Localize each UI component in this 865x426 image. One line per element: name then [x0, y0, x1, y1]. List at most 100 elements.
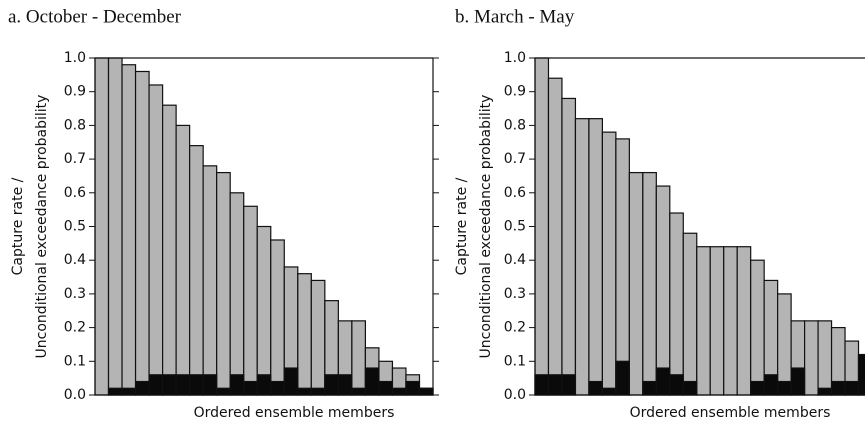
y-tick-label: 0.1: [64, 353, 86, 369]
axis-frame: [534, 57, 865, 396]
y-tick-label: 0.9: [504, 84, 526, 100]
bar: [229, 374, 245, 396]
bar: [216, 387, 231, 396]
y-tick-label: 0.1: [504, 353, 526, 369]
bar: [736, 246, 752, 396]
bar: [134, 70, 150, 396]
bar: [682, 232, 698, 396]
y-tick-label: 0.0: [504, 387, 526, 403]
bar: [844, 380, 860, 396]
bar: [682, 380, 698, 396]
bar: [107, 57, 123, 396]
y-tick-label: 0.8: [504, 117, 526, 133]
y-tick-label: 0.5: [504, 219, 526, 235]
bar: [270, 239, 285, 396]
y-tick-label: 0.5: [64, 219, 86, 235]
bar: [723, 246, 738, 396]
chart-title: a. October - December: [8, 6, 182, 27]
bar: [256, 225, 272, 396]
bar: [790, 367, 806, 396]
y-tick-label: 0.2: [64, 320, 86, 336]
bar: [310, 387, 326, 396]
bar: [107, 387, 123, 396]
bar: [121, 64, 137, 396]
bar: [803, 320, 819, 396]
y-tick-label: 0.9: [64, 84, 86, 100]
y-axis-label: Capture rate /: [10, 177, 26, 275]
bar: [655, 185, 671, 396]
bar: [830, 380, 846, 396]
bar: [601, 131, 617, 396]
bar: [655, 367, 671, 396]
bar: [243, 380, 258, 396]
bar: [669, 374, 684, 396]
bar: [750, 259, 765, 396]
y-tick-label: 0.7: [64, 151, 86, 167]
bar: [270, 380, 285, 396]
bar: [134, 380, 150, 396]
y-axis-label: Unconditional exceedance probability: [34, 95, 50, 359]
bar: [642, 380, 657, 396]
bar: [405, 380, 421, 396]
x-axis-label: Ordered ensemble members: [630, 405, 831, 421]
bar: [351, 320, 367, 396]
y-tick-label: 0.8: [64, 117, 86, 133]
bar: [750, 380, 765, 396]
bar: [256, 374, 272, 396]
bar: [351, 387, 367, 396]
bar: [669, 212, 684, 396]
bar: [777, 293, 792, 396]
bar: [189, 374, 204, 396]
bar: [817, 387, 833, 396]
bar: [574, 118, 590, 396]
bar: [229, 192, 245, 396]
chart-title: b. March - May: [455, 6, 575, 27]
bar: [391, 387, 407, 396]
bar: [561, 97, 577, 396]
y-tick-label: 1.0: [64, 50, 86, 66]
bar: [121, 387, 137, 396]
y-tick-label: 0.4: [64, 252, 86, 268]
bar: [337, 374, 353, 396]
bar: [709, 246, 725, 396]
bar: [418, 387, 434, 396]
y-tick-label: 0.6: [504, 185, 526, 201]
bar: [588, 380, 603, 396]
bar: [534, 57, 550, 396]
bar: [324, 374, 339, 396]
bar: [601, 387, 617, 396]
bar: [817, 320, 833, 396]
y-tick-label: 0.3: [64, 286, 86, 302]
bar: [148, 374, 164, 396]
bar: [162, 104, 177, 396]
bar: [615, 360, 630, 396]
bar: [148, 84, 164, 396]
bar: [615, 138, 630, 396]
bar: [175, 374, 191, 396]
bar: [378, 380, 394, 396]
bar: [628, 171, 644, 396]
x-axis-label: Ordered ensemble members: [194, 405, 395, 421]
bar: [857, 353, 865, 396]
y-tick-label: 0.7: [504, 151, 526, 167]
bar: [534, 374, 550, 396]
bar: [175, 124, 191, 396]
bar: [561, 374, 577, 396]
bar: [696, 246, 711, 396]
bar: [777, 380, 792, 396]
bar: [310, 279, 326, 396]
y-tick-label: 0.4: [504, 252, 526, 268]
bar: [216, 171, 231, 396]
bar: [297, 387, 312, 396]
bar: [547, 374, 563, 396]
bar: [202, 165, 218, 396]
bar: [94, 57, 110, 396]
y-tick-label: 0.2: [504, 320, 526, 336]
bar: [189, 145, 204, 396]
bar: [364, 367, 380, 396]
bar: [588, 118, 603, 396]
bar: [763, 374, 779, 396]
y-tick-label: 0.0: [64, 387, 86, 403]
y-axis-label: Unconditional exceedance probability: [478, 95, 494, 359]
bar: [202, 374, 218, 396]
